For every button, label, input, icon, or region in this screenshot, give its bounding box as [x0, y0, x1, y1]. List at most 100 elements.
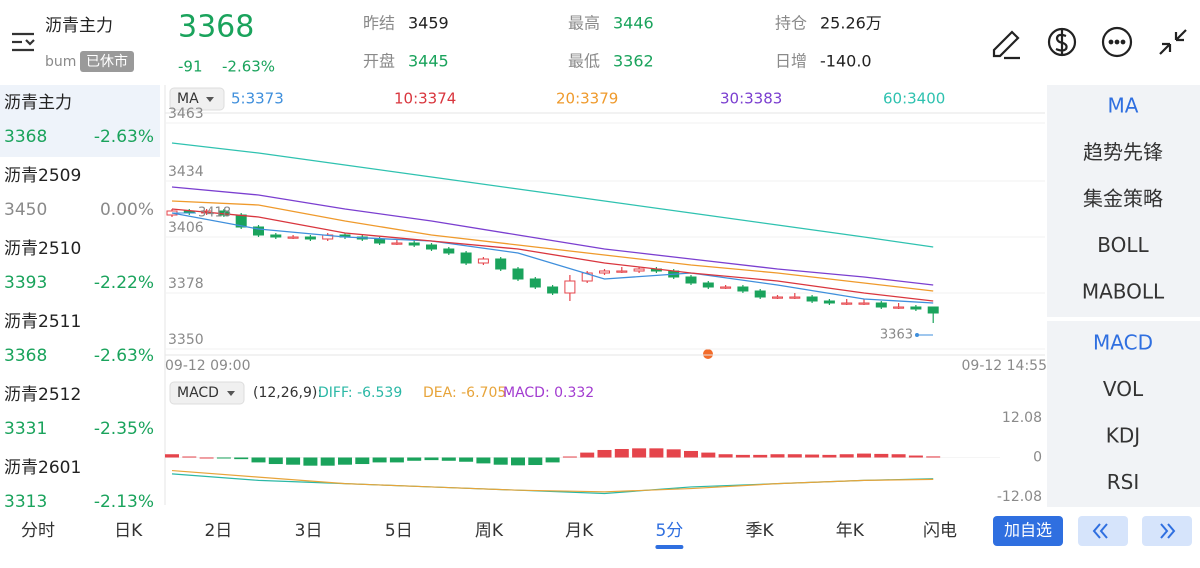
period-tab[interactable]: 年K	[836, 521, 865, 541]
candle-body	[616, 270, 628, 273]
candle-body	[547, 286, 559, 294]
candle-body	[391, 242, 403, 245]
candle-body	[529, 278, 541, 288]
indicator-option[interactable]: MABOLL	[1082, 280, 1165, 304]
contract-item-name[interactable]: 沥青2511	[4, 312, 81, 332]
toolbar-icons[interactable]	[992, 26, 1187, 60]
candle-body	[893, 306, 905, 309]
ma-line	[171, 212, 934, 304]
add-button-bg[interactable]	[993, 516, 1063, 546]
contract-item-change: -2.22%	[94, 273, 154, 293]
candle-body	[564, 280, 576, 294]
macd-bar	[268, 457, 283, 465]
contract-item-price: 3450	[4, 200, 47, 220]
ma-selector[interactable]	[169, 87, 225, 111]
macd-bar	[684, 450, 698, 458]
macd-bar	[839, 454, 854, 458]
stat-value: 25.26万	[820, 14, 882, 33]
period-tab[interactable]: 3日	[295, 521, 323, 541]
macd-bar	[597, 449, 612, 458]
macd-bar	[320, 457, 335, 466]
event-dot	[703, 349, 713, 359]
macd-bar	[580, 452, 595, 458]
macd-bar	[822, 454, 837, 458]
period-tab[interactable]: 分时	[21, 521, 55, 541]
candle-body	[512, 268, 524, 280]
contract-item-name[interactable]: 沥青2510	[4, 239, 81, 259]
macd-bar	[857, 453, 871, 458]
ma-line	[171, 186, 934, 286]
macd-bar	[874, 453, 889, 458]
sidebar-panel	[1047, 321, 1200, 507]
macd-bar	[891, 454, 906, 458]
indicator-option[interactable]: MACD	[1093, 331, 1153, 355]
candle-body	[599, 270, 610, 274]
y-tick-label: 3350	[168, 332, 204, 348]
candle-body	[287, 236, 299, 239]
indicator-option[interactable]: KDJ	[1106, 424, 1140, 448]
candle-body	[754, 290, 766, 298]
period-tab[interactable]: 5日	[385, 521, 413, 541]
candle-body	[789, 296, 801, 299]
legend-item: 20:3379	[556, 90, 618, 108]
macd-bar	[476, 457, 491, 464]
macd-bar	[182, 456, 197, 458]
period-tab[interactable]: 闪电	[923, 521, 957, 541]
macd-bar	[632, 448, 647, 458]
add-button[interactable]: 加自选	[1004, 521, 1052, 540]
menu-icon[interactable]	[12, 32, 35, 52]
macd-bar	[251, 457, 266, 463]
macd-bar	[770, 454, 785, 458]
candle-body	[374, 238, 386, 244]
stat-label: 最低	[568, 52, 600, 71]
period-tab[interactable]: 季K	[746, 521, 775, 541]
indicator-option[interactable]: 趋势先锋	[1083, 140, 1163, 164]
indicator-option[interactable]: RSI	[1107, 470, 1140, 494]
high-marker-label: 3418	[198, 206, 231, 221]
macd-bar	[286, 457, 301, 465]
status-badge	[80, 51, 134, 72]
candle-body	[477, 258, 489, 264]
contract-code: bum	[45, 54, 76, 70]
macd-legend: DEA: -6.705	[423, 385, 506, 401]
period-tab[interactable]: 周K	[475, 521, 504, 541]
macd-bar	[614, 448, 629, 458]
legend-item: 60:3400	[883, 90, 945, 108]
period-tab[interactable]: 月K	[565, 521, 594, 541]
macd-bar	[649, 448, 664, 458]
indicator-option[interactable]: BOLL	[1097, 233, 1149, 257]
candle-body	[253, 226, 264, 236]
contract-item-name[interactable]: 沥青主力	[4, 93, 72, 113]
period-tab[interactable]: 5分	[655, 521, 683, 541]
indicator-option[interactable]: VOL	[1103, 377, 1144, 401]
candle-body	[702, 282, 714, 288]
period-tab[interactable]: 2日	[204, 521, 232, 541]
contract-item-name[interactable]: 沥青2509	[4, 166, 81, 186]
contract-item-name[interactable]: 沥青2601	[4, 458, 81, 478]
macd-line	[171, 469, 934, 493]
prev-button[interactable]	[1078, 516, 1128, 546]
legend-item: 30:3383	[720, 90, 782, 108]
period-tab[interactable]: 日K	[114, 521, 143, 541]
x-start-label: 09-12 09:00	[165, 358, 250, 374]
x-end-label: 09-12 14:55	[962, 358, 1047, 374]
macd-selector[interactable]	[169, 381, 245, 405]
macd-bar	[303, 457, 318, 466]
sidebar-panel	[1047, 85, 1200, 317]
macd-bar	[701, 452, 716, 458]
macd-bar	[234, 457, 249, 460]
y-tick-label: 0	[1033, 450, 1042, 466]
candle-body	[270, 234, 282, 238]
indicator-option[interactable]: MA	[1108, 94, 1139, 118]
macd-bar	[753, 454, 768, 458]
macd-bar	[424, 457, 439, 461]
candle-body	[927, 306, 939, 314]
macd-bar	[666, 449, 681, 458]
indicator-option[interactable]: 集金策略	[1083, 187, 1163, 211]
macd-selector-label: MACD	[177, 385, 219, 401]
ma-line	[171, 208, 934, 302]
contract-name: 沥青主力	[45, 16, 113, 36]
macd-bar	[459, 457, 474, 462]
macd-bar	[787, 454, 802, 458]
contract-item-name[interactable]: 沥青2512	[4, 385, 81, 405]
